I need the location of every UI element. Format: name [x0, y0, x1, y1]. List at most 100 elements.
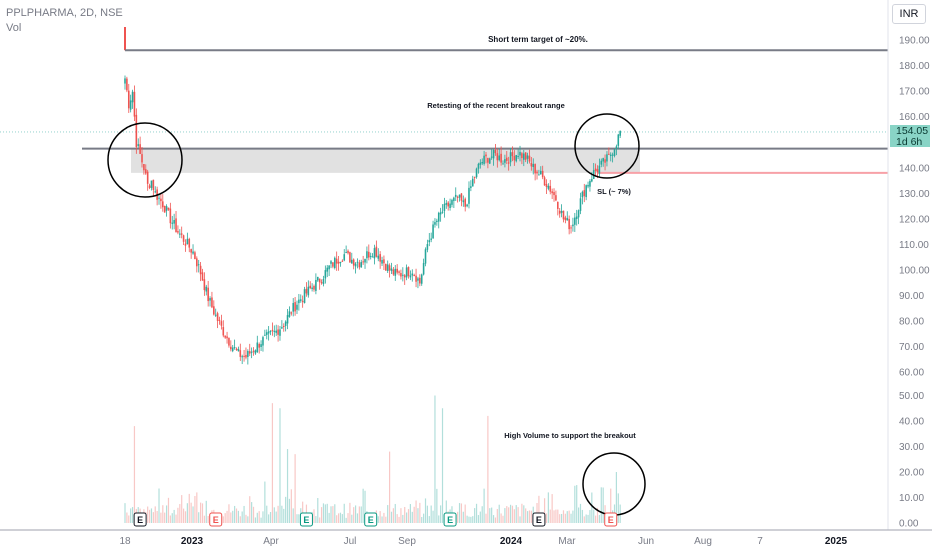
volume-bar	[128, 515, 130, 523]
candle	[324, 265, 327, 284]
volume-bar	[394, 503, 396, 523]
volume-bar	[462, 511, 464, 523]
x-tick-label: Jul	[344, 536, 357, 547]
candle	[239, 343, 242, 361]
volume-bar	[568, 510, 570, 523]
volume-bar	[354, 505, 357, 523]
candle	[468, 181, 470, 209]
candle	[190, 248, 192, 259]
symbol-title[interactable]: PPLPHARMA, 2D, NSE	[6, 7, 123, 19]
volume-bar	[491, 507, 493, 523]
y-tick-label: 50.00	[899, 391, 924, 402]
candle	[326, 265, 329, 278]
volume-label[interactable]: Vol	[6, 22, 22, 34]
candle	[347, 249, 349, 255]
candle	[530, 157, 533, 171]
candle	[369, 252, 372, 260]
candle	[143, 163, 145, 175]
volume-bar	[445, 500, 447, 523]
candle	[154, 186, 157, 194]
candle	[598, 158, 601, 178]
candle	[428, 233, 431, 247]
candle	[218, 316, 221, 325]
candle	[163, 205, 166, 213]
candle	[241, 354, 243, 365]
volume-bar	[598, 515, 600, 523]
candle	[502, 160, 504, 165]
earnings-marker[interactable]: E	[364, 512, 378, 527]
volume-bar	[617, 493, 619, 523]
retest-circle[interactable]	[574, 113, 640, 179]
candle	[405, 264, 408, 281]
volume-bar	[472, 516, 474, 523]
candle	[409, 270, 412, 281]
y-tick-label: 0.00	[899, 519, 919, 530]
y-tick-label: 120.00	[899, 214, 930, 225]
candle	[360, 259, 363, 268]
candle	[335, 251, 338, 271]
candle	[485, 151, 487, 164]
volume-bar	[424, 498, 427, 523]
candle	[333, 256, 336, 270]
x-tick-label: 2023	[181, 536, 204, 547]
y-tick-label: 10.00	[899, 493, 924, 504]
earnings-marker[interactable]: E	[532, 512, 546, 527]
volume-bar	[345, 517, 347, 523]
volume-bar	[377, 516, 379, 523]
volume-bar	[402, 514, 404, 523]
currency-button[interactable]: INR	[892, 4, 926, 24]
volume-bar	[432, 510, 434, 523]
volume-bar	[521, 503, 523, 523]
candle	[265, 329, 268, 340]
candle	[617, 133, 620, 150]
candle	[341, 259, 344, 262]
earnings-marker[interactable]: E	[209, 512, 223, 527]
candle	[443, 197, 446, 218]
x-tick-label: Apr	[263, 536, 279, 547]
candle	[545, 179, 548, 194]
candle	[144, 164, 147, 175]
y-tick-label: 160.00	[899, 112, 930, 123]
volume-bar	[543, 498, 546, 523]
candle	[309, 281, 312, 290]
volume-bar	[411, 511, 413, 523]
volume-bar	[564, 513, 566, 523]
volume-bar	[243, 505, 245, 523]
candle	[332, 261, 334, 269]
candle	[532, 158, 535, 175]
price-axis[interactable]: 190.00180.00170.00160.00150.00140.00130.…	[887, 0, 930, 530]
volume-bar	[602, 487, 604, 523]
earnings-marker[interactable]: E	[133, 512, 147, 527]
earnings-marker[interactable]: E	[299, 512, 313, 527]
volume-bar	[324, 504, 326, 523]
candle	[318, 278, 321, 290]
candle	[299, 294, 302, 303]
volume-bar	[341, 514, 343, 523]
breakdown-circle[interactable]	[107, 122, 183, 198]
candle	[394, 265, 397, 281]
volume-bar	[205, 500, 207, 523]
time-axis[interactable]: 18 2023 Apr Jul Sep 2024 Mar Jun Aug 7 2025	[0, 529, 932, 547]
candle	[235, 347, 238, 351]
candle	[177, 225, 179, 235]
candle	[492, 149, 495, 166]
volume-bar	[407, 509, 410, 523]
volume-bar	[489, 508, 491, 523]
earnings-marker[interactable]: E	[443, 512, 457, 527]
volume-bar	[509, 504, 512, 523]
candle	[330, 260, 332, 269]
candle	[436, 218, 438, 226]
y-tick-label: 140.00	[899, 163, 930, 174]
volume-bar	[247, 516, 249, 523]
volume-bar	[188, 493, 190, 523]
candle	[432, 220, 434, 240]
candle	[439, 207, 442, 222]
volume-bar	[275, 511, 277, 523]
candle	[296, 300, 298, 315]
candle	[426, 239, 429, 253]
volume-bar	[515, 505, 517, 523]
earnings-marker[interactable]: E	[604, 512, 618, 527]
